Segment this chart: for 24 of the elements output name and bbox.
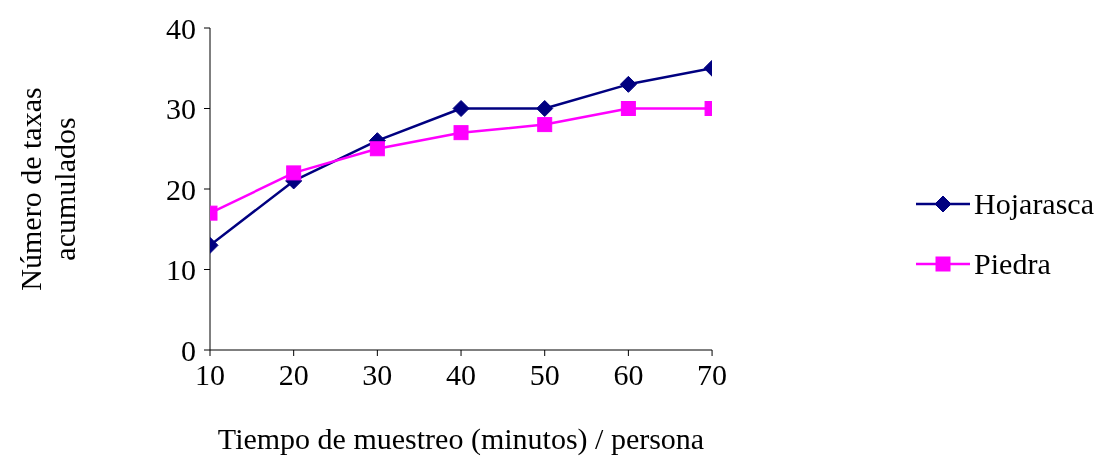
point xyxy=(369,141,385,157)
point xyxy=(536,100,554,117)
x-tick-label: 30 xyxy=(362,358,393,392)
point xyxy=(619,75,637,93)
x-tick-label: 10 xyxy=(195,358,225,392)
y-tick-label: 20 xyxy=(166,172,196,206)
y-tick-label: 30 xyxy=(166,92,196,126)
x-tick-label: 20 xyxy=(278,358,309,392)
y-tick-label: 0 xyxy=(181,333,196,367)
point xyxy=(452,100,470,117)
x-axis-title: Tiempo de muestreo (minutos) / persona xyxy=(217,422,705,456)
legend-label: Hojarasca xyxy=(974,186,1094,221)
point xyxy=(620,101,636,116)
y-tick-label: 10 xyxy=(166,253,196,287)
x-tick-label: 60 xyxy=(613,358,644,392)
y-tick-label: 40 xyxy=(166,11,196,45)
point xyxy=(453,125,469,141)
x-tick-label: 50 xyxy=(529,358,560,392)
point xyxy=(537,117,553,133)
x-tick-label: 70 xyxy=(697,358,728,392)
legend-label: Piedra xyxy=(974,246,1051,281)
point xyxy=(286,165,302,181)
x-tick-label: 40 xyxy=(446,358,477,392)
y-axis-title: Número de taxas acumulados xyxy=(14,87,81,291)
